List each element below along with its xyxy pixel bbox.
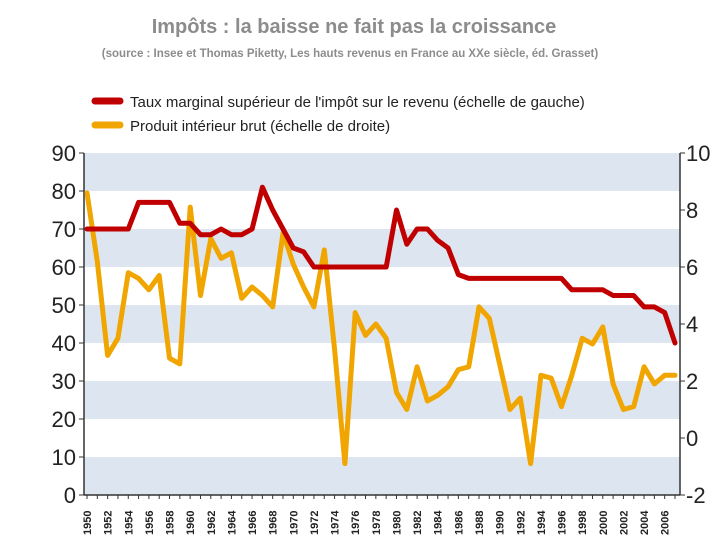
right-tick-label: 10: [686, 141, 710, 166]
series-line-gdp: [84, 190, 678, 467]
left-axis: 0 10 20 30 40 50 60 70 80 90: [52, 141, 84, 508]
plot-lines: [84, 184, 678, 467]
grid-band: [84, 153, 680, 191]
x-tick-label: 1988: [474, 511, 486, 535]
right-tick-label: -2: [686, 483, 706, 508]
left-tick-label: 20: [52, 407, 76, 432]
grid-band: [84, 305, 680, 343]
grid-band: [84, 381, 680, 419]
x-tick-label: 1966: [247, 511, 259, 535]
x-tick-label: 1984: [433, 510, 445, 535]
left-tick-label: 30: [52, 369, 76, 394]
x-tick-label: 1978: [371, 511, 383, 535]
left-tick-label: 50: [52, 293, 76, 318]
left-tick-label: 70: [52, 217, 76, 242]
x-tick-label: 1994: [536, 510, 548, 535]
chart-subtitle: (source : Insee et Thomas Piketty, Les h…: [102, 48, 599, 60]
x-tick-label: 1990: [495, 511, 507, 535]
x-tick-label: 1950: [82, 511, 94, 535]
x-tick-label: 1992: [515, 511, 527, 535]
series-line-tax-rate: [84, 184, 678, 346]
chart-title: Impôts : la baisse ne fait pas la croiss…: [152, 16, 557, 38]
x-tick-label: 2006: [660, 511, 672, 535]
x-tick-label: 1976: [350, 511, 362, 535]
x-tick-label: 1952: [103, 511, 115, 535]
left-tick-label: 90: [52, 141, 76, 166]
x-tick-label: 1962: [206, 511, 218, 535]
right-tick-label: 2: [686, 369, 698, 394]
left-tick-label: 0: [64, 483, 76, 508]
grid-bands: [83, 153, 681, 496]
x-tick-label: 2002: [618, 511, 630, 535]
grid-band: [84, 457, 680, 495]
right-axis: -2 0 2 4 6 8 10: [680, 141, 710, 508]
left-tick-label: 80: [52, 179, 76, 204]
x-tick-label: 2004: [639, 510, 651, 535]
right-tick-label: 6: [686, 255, 698, 280]
x-tick-label: 1956: [144, 511, 156, 535]
legend: Taux marginal supérieur de l'impôt sur l…: [91, 94, 585, 135]
legend-label-tax-rate: Taux marginal supérieur de l'impôt sur l…: [130, 94, 585, 111]
x-tick-label: 1980: [391, 511, 403, 535]
x-tick-label: 1998: [577, 511, 589, 535]
x-tick-label: 1996: [557, 511, 569, 535]
x-axis: 1950 1952 1954 1956 1958 1960 1962 1964 1966 1968…: [82, 495, 676, 535]
right-tick-label: 4: [686, 312, 698, 337]
x-tick-label: 1972: [309, 511, 321, 535]
x-tick-label: 1982: [412, 511, 424, 535]
x-tick-label: 1968: [268, 511, 280, 535]
x-tick-label: 1970: [288, 511, 300, 535]
x-tick-label: 2000: [598, 511, 610, 535]
x-tick-label: 1974: [330, 510, 342, 535]
left-tick-label: 10: [52, 445, 76, 470]
right-tick-label: 8: [686, 198, 698, 223]
x-tick-label: 1986: [453, 511, 465, 535]
legend-label-gdp: Produit intérieur brut (échelle de droit…: [130, 118, 390, 135]
left-tick-label: 60: [52, 255, 76, 280]
grid-band: [84, 229, 680, 267]
x-tick-label: 1960: [185, 511, 197, 535]
x-tick-label: 1954: [123, 510, 135, 535]
x-tick-label: 1964: [226, 510, 238, 535]
left-tick-label: 40: [52, 331, 76, 356]
x-tick-label: 1958: [165, 511, 177, 535]
right-tick-label: 0: [686, 426, 698, 451]
